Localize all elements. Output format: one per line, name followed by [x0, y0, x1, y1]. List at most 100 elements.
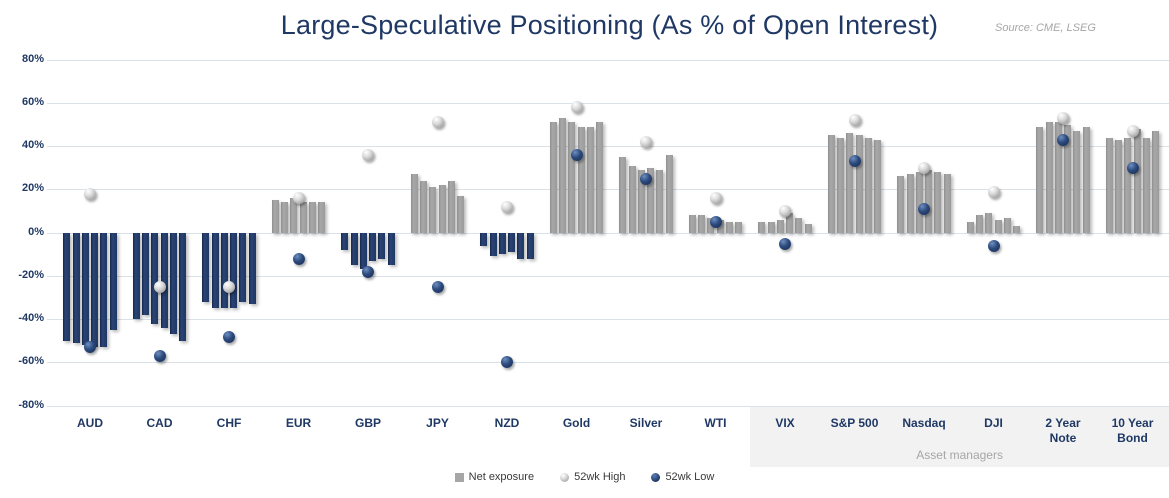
52wk-low-swatch-icon: [651, 472, 661, 482]
x-axis-label-cad: CAD: [125, 416, 195, 431]
52wk-high-dot-wti: [709, 192, 722, 205]
net-exposure-bar-gold-5: [586, 126, 594, 233]
x-axis-label-nzd: NZD: [472, 416, 542, 431]
net-exposure-bar-chf-1: [202, 232, 210, 302]
x-axis-label-2-year-note: 2 Year Note: [1028, 416, 1098, 446]
52wk-high-dot-gbp: [362, 148, 374, 161]
net-exposure-bar-cad-2: [142, 232, 150, 315]
x-axis-label-chf: CHF: [194, 416, 264, 431]
net-exposure-bar-vix-1: [758, 221, 766, 233]
x-axis-label-s-p-500: S&P 500: [820, 416, 890, 431]
net-exposure-bar-dji-4: [994, 219, 1002, 233]
52wk-high-dot-silver: [640, 135, 652, 148]
net-exposure-bar-gold-6: [596, 122, 604, 233]
52wk-low-dot-nasdaq: [918, 202, 930, 215]
net-exposure-bar-s-p-500-2: [837, 137, 845, 233]
net-exposure-bar-s-p-500-3: [846, 133, 854, 233]
net-exposure-bar-cad-4: [160, 232, 168, 328]
52wk-high-dot-gold: [570, 101, 583, 114]
net-exposure-bar-aud-6: [109, 232, 117, 330]
x-axis-label-silver: Silver: [611, 416, 681, 431]
x-axis-label-line: 2 Year: [1045, 416, 1081, 430]
net-exposure-bar-nasdaq-3: [915, 172, 923, 233]
net-exposure-bar-s-p-500-1: [827, 135, 835, 233]
net-exposure-bar-dji-2: [976, 215, 984, 233]
net-exposure-bar-10-year-bond-3: [1124, 137, 1132, 233]
gridline-40: [47, 146, 1169, 148]
net-exposure-bar-nzd-6: [526, 232, 534, 259]
52wk-high-dot-10-year-bond: [1126, 125, 1139, 138]
gridline-60: [47, 102, 1169, 104]
52wk-low-dot-vix: [779, 237, 791, 250]
net-exposure-bar-vix-2: [767, 221, 775, 233]
net-exposure-bar-gold-3: [568, 122, 576, 233]
net-exposure-bar-nasdaq-1: [897, 176, 905, 233]
net-exposure-bar-gbp-5: [378, 232, 386, 259]
net-exposure-bar-2-year-note-3: [1054, 122, 1062, 233]
net-exposure-bar-gbp-1: [341, 232, 349, 250]
net-exposure-bar-cad-6: [179, 232, 187, 341]
x-axis-label-aud: AUD: [55, 416, 125, 431]
net-exposure-bar-nasdaq-5: [934, 172, 942, 233]
net-exposure-bar-vix-6: [804, 224, 812, 233]
legend-item-net-exposure: Net exposure: [454, 471, 534, 483]
x-axis-label-line: S&P 500: [830, 416, 879, 430]
52wk-low-dot-jpy: [431, 280, 444, 293]
net-exposure-bar-jpy-2: [420, 180, 428, 233]
legend-item-52wk-high: 52wk High: [560, 471, 625, 483]
gridline-80: [47, 59, 1169, 61]
net-exposure-bar-aud-1: [63, 232, 71, 341]
asset-managers-section: [750, 406, 1169, 467]
gridline-20: [47, 189, 1169, 191]
net-exposure-bar-gold-1: [549, 122, 557, 233]
gridline--60: [47, 362, 1169, 364]
52wk-low-dot-nzd: [501, 356, 513, 369]
net-exposure-bar-aud-4: [91, 232, 99, 348]
y-axis-label-40: 40%: [21, 139, 44, 152]
net-exposure-bar-cad-5: [169, 232, 177, 335]
52wk-low-dot-eur: [292, 252, 305, 265]
net-exposure-bar-eur-3: [290, 198, 298, 233]
net-exposure-bar-wti-6: [735, 221, 743, 233]
legend: Net exposure 52wk High 52wk Low: [0, 471, 1169, 483]
net-exposure-bar-gbp-4: [369, 232, 377, 261]
52wk-low-dot-wti: [709, 215, 722, 228]
x-axis-label-wti: WTI: [681, 416, 751, 431]
net-exposure-bar-silver-1: [619, 157, 627, 233]
net-exposure-bar-jpy-3: [429, 187, 437, 233]
net-exposure-bar-vix-4: [786, 213, 794, 233]
52wk-high-dot-chf: [223, 280, 235, 293]
net-exposure-bar-gold-4: [577, 126, 585, 233]
52wk-low-dot-dji: [987, 239, 1000, 252]
52wk-low-dot-chf: [223, 330, 235, 343]
y-axis-label--40: -40%: [18, 312, 44, 325]
52wk-high-dot-eur: [292, 192, 305, 205]
net-exposure-bar-nzd-3: [498, 232, 506, 255]
source-note: Source: CME, LSEG: [995, 22, 1096, 34]
net-exposure-bar-aud-5: [100, 232, 108, 348]
x-axis-label-gold: Gold: [542, 416, 612, 431]
net-exposure-bar-chf-4: [230, 232, 238, 309]
net-exposure-bar-chf-2: [211, 232, 219, 309]
net-exposure-bar-nzd-1: [480, 232, 488, 246]
x-axis-label-line: Nasdaq: [902, 416, 946, 430]
x-axis-label-line: NZD: [494, 416, 520, 430]
x-axis-label-nasdaq: Nasdaq: [889, 416, 959, 431]
net-exposure-bar-10-year-bond-2: [1115, 139, 1123, 233]
net-exposure-bar-cad-1: [132, 232, 140, 320]
net-exposure-bar-jpy-6: [457, 195, 465, 233]
net-exposure-bar-nzd-2: [489, 232, 497, 257]
legend-label-52wk-low: 52wk Low: [665, 471, 715, 483]
net-exposure-bar-chf-3: [220, 232, 228, 309]
net-exposure-bar-silver-6: [665, 154, 673, 233]
net-exposure-bar-s-p-500-4: [855, 135, 863, 233]
net-exposure-bar-eur-5: [308, 202, 316, 233]
52wk-high-dot-jpy: [431, 116, 444, 129]
net-exposure-bar-wti-1: [688, 215, 696, 233]
52wk-low-dot-2-year-note: [1057, 133, 1069, 146]
net-exposure-bar-nzd-4: [508, 232, 516, 253]
net-exposure-bar-jpy-5: [447, 180, 455, 233]
x-axis-label-line: WTI: [704, 416, 727, 430]
net-exposure-bar-aud-3: [81, 232, 89, 346]
net-exposure-bar-eur-1: [271, 200, 279, 233]
